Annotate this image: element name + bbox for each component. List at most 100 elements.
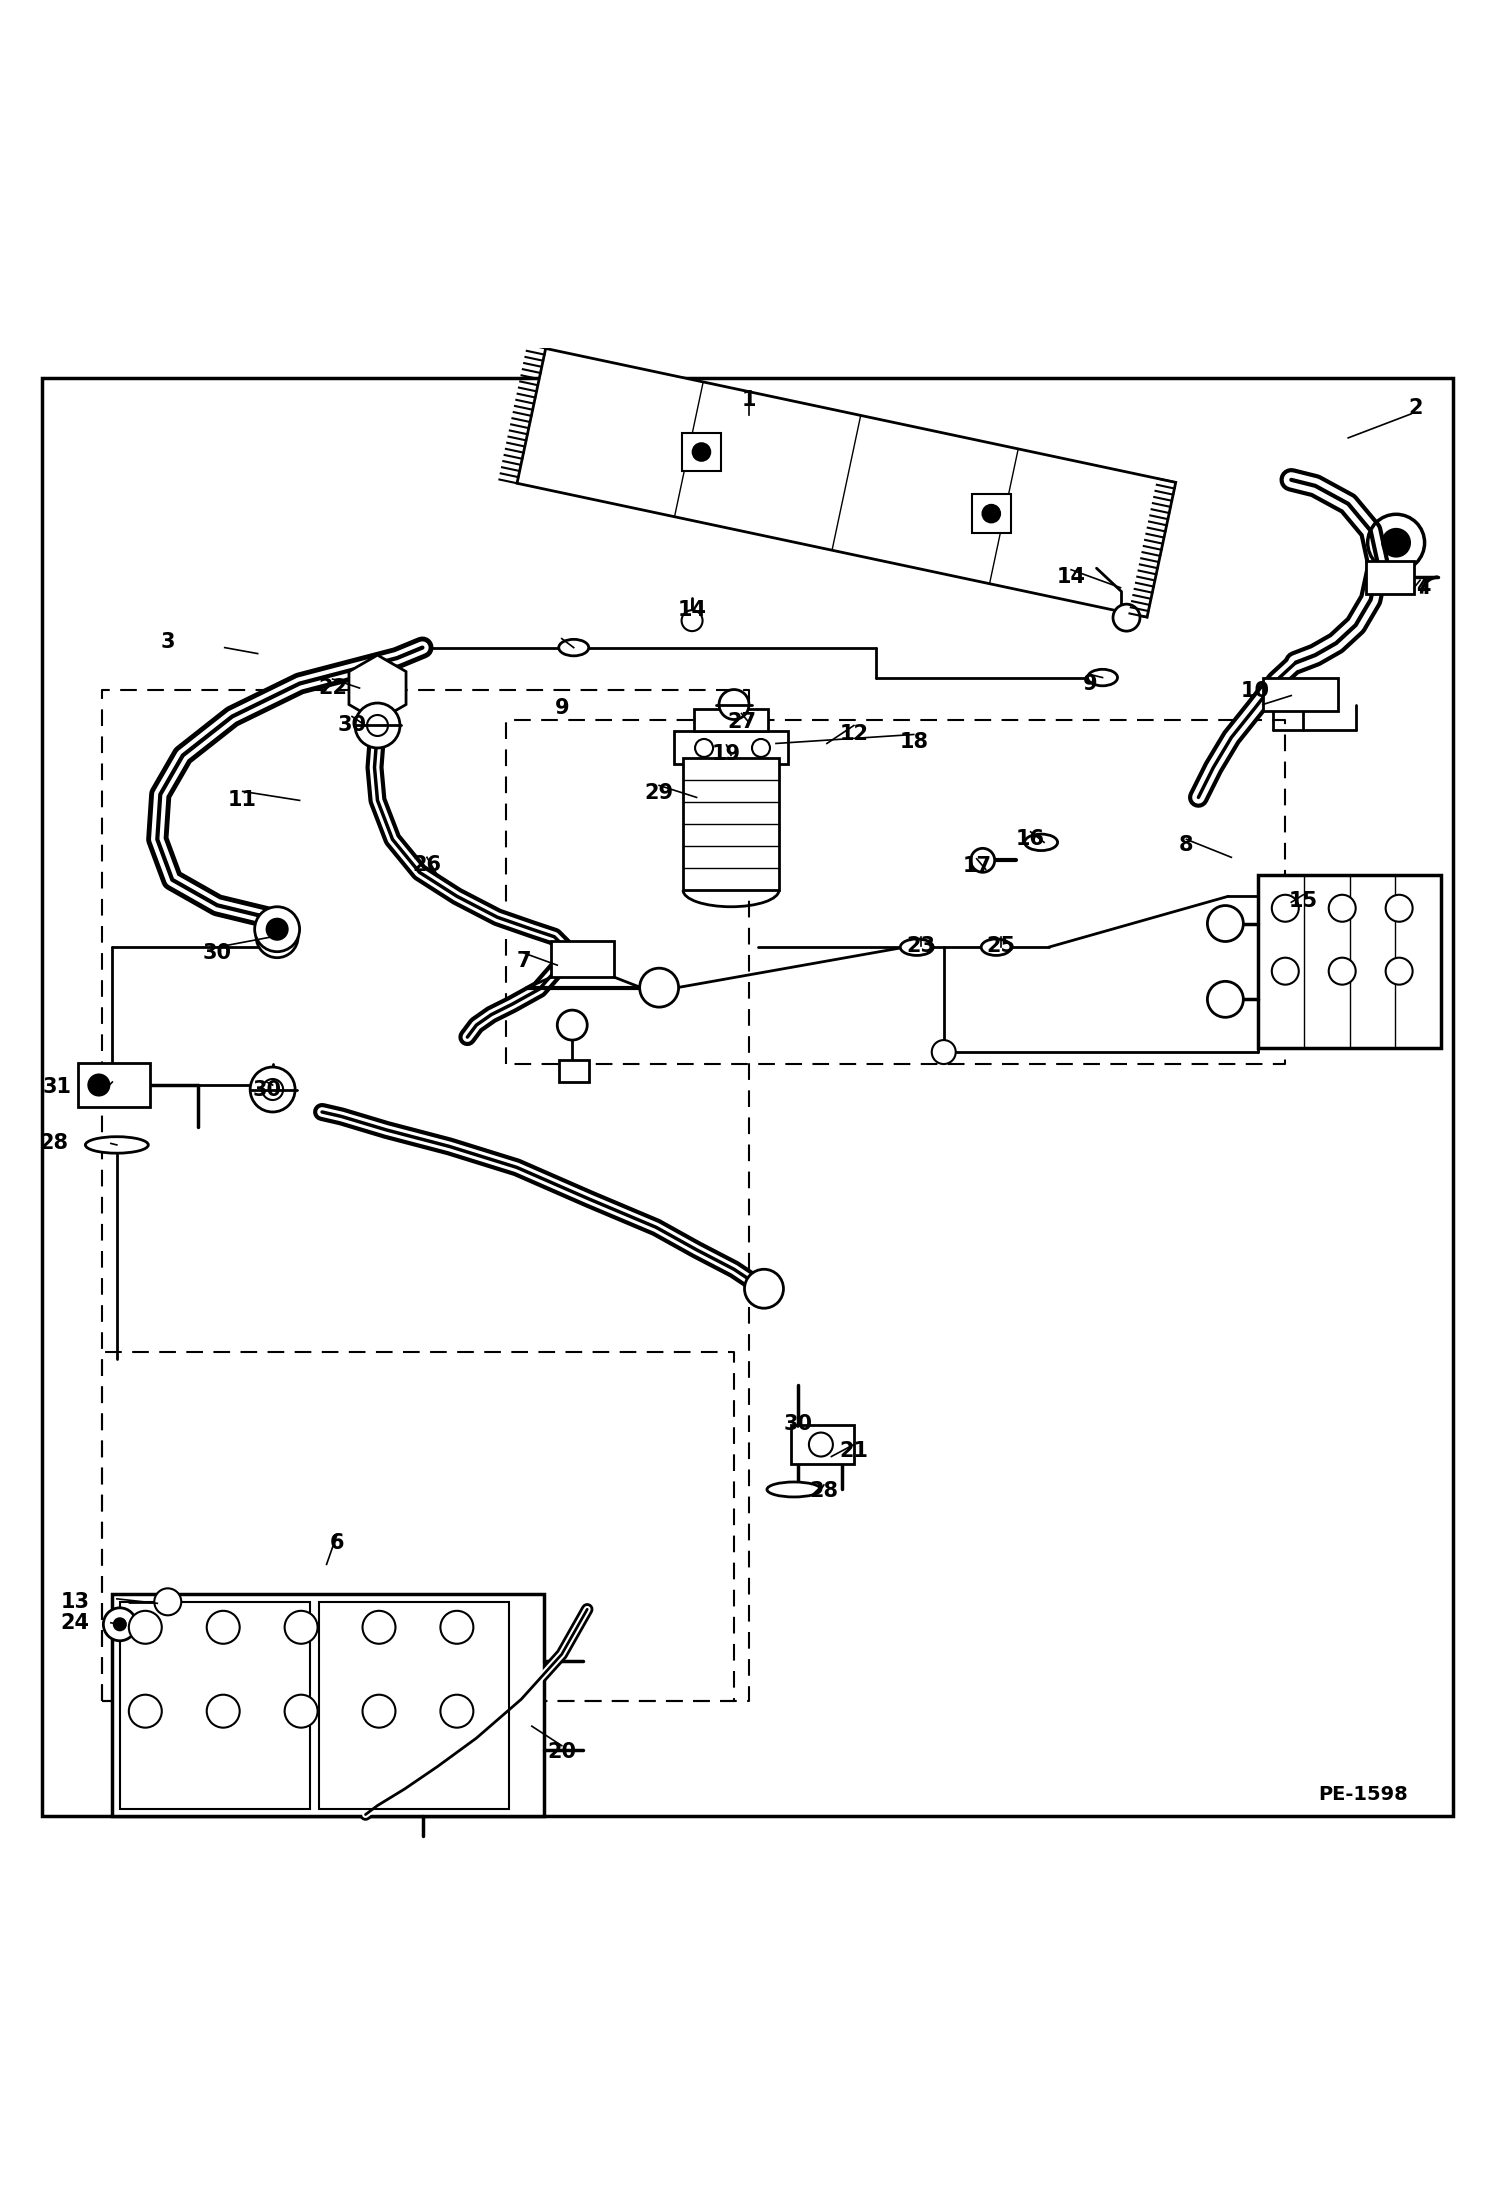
Ellipse shape — [85, 1136, 148, 1154]
Bar — [1263, 678, 1338, 711]
Circle shape — [250, 1066, 295, 1112]
Bar — [559, 1060, 589, 1082]
Circle shape — [103, 1608, 136, 1641]
Bar — [791, 1426, 854, 1463]
Bar — [120, 1602, 310, 1808]
Text: 7: 7 — [517, 950, 532, 970]
Circle shape — [1329, 895, 1356, 921]
Ellipse shape — [767, 1481, 821, 1496]
Text: 26: 26 — [412, 856, 442, 875]
Polygon shape — [517, 349, 1176, 617]
Circle shape — [692, 443, 710, 461]
Circle shape — [129, 1610, 162, 1643]
Circle shape — [440, 1694, 473, 1727]
Circle shape — [1207, 981, 1243, 1018]
Text: 3: 3 — [160, 632, 175, 652]
Circle shape — [255, 906, 300, 952]
Text: 25: 25 — [986, 935, 1016, 957]
Circle shape — [745, 1270, 783, 1308]
Bar — [683, 759, 779, 891]
Text: 10: 10 — [1240, 680, 1270, 702]
Circle shape — [557, 1009, 587, 1040]
Bar — [551, 941, 614, 976]
Circle shape — [367, 715, 388, 735]
Circle shape — [363, 1610, 395, 1643]
Text: 9: 9 — [554, 698, 569, 717]
Bar — [682, 432, 721, 472]
Ellipse shape — [1088, 669, 1118, 687]
Ellipse shape — [1025, 834, 1058, 851]
Circle shape — [88, 1075, 109, 1095]
Bar — [972, 494, 1011, 533]
Circle shape — [1272, 959, 1299, 985]
Circle shape — [752, 739, 770, 757]
Circle shape — [695, 739, 713, 757]
Text: 30: 30 — [252, 1079, 282, 1099]
Text: 28: 28 — [809, 1481, 839, 1501]
Circle shape — [682, 610, 703, 632]
Text: 19: 19 — [712, 744, 742, 764]
Text: 8: 8 — [1179, 836, 1194, 856]
Text: 17: 17 — [962, 856, 992, 875]
Text: 16: 16 — [1016, 829, 1046, 849]
Text: 27: 27 — [727, 713, 756, 733]
Text: 12: 12 — [839, 724, 869, 744]
Text: 20: 20 — [547, 1742, 577, 1762]
Text: 4: 4 — [1416, 577, 1431, 597]
Circle shape — [363, 1694, 395, 1727]
Circle shape — [983, 505, 1001, 522]
Ellipse shape — [559, 638, 589, 656]
Text: 5: 5 — [1393, 535, 1408, 555]
Text: 22: 22 — [318, 678, 348, 698]
Circle shape — [256, 915, 298, 959]
Circle shape — [114, 1619, 126, 1630]
Circle shape — [1329, 959, 1356, 985]
Circle shape — [932, 1040, 956, 1064]
Text: 2: 2 — [1408, 397, 1423, 417]
Circle shape — [355, 702, 400, 748]
Text: 30: 30 — [337, 715, 367, 735]
Bar — [78, 1062, 150, 1108]
Text: 14: 14 — [1056, 568, 1086, 588]
Circle shape — [440, 1610, 473, 1643]
Circle shape — [1207, 906, 1243, 941]
Bar — [1366, 562, 1414, 595]
Text: 9: 9 — [1083, 674, 1098, 693]
Text: 30: 30 — [783, 1413, 813, 1433]
Circle shape — [267, 919, 288, 939]
Text: 1: 1 — [742, 391, 756, 410]
Circle shape — [640, 968, 679, 1007]
Circle shape — [285, 1694, 318, 1727]
Text: 15: 15 — [1288, 891, 1318, 911]
Bar — [319, 1602, 509, 1808]
Ellipse shape — [900, 939, 933, 954]
Circle shape — [1113, 603, 1140, 632]
Circle shape — [285, 1610, 318, 1643]
Bar — [694, 709, 768, 731]
Circle shape — [1272, 895, 1299, 921]
Text: 18: 18 — [899, 733, 929, 753]
Circle shape — [1386, 959, 1413, 985]
Bar — [112, 1595, 544, 1817]
Text: 14: 14 — [677, 601, 707, 621]
Text: 24: 24 — [60, 1613, 90, 1632]
Circle shape — [719, 689, 749, 720]
Text: 21: 21 — [839, 1441, 869, 1461]
Text: 6: 6 — [330, 1534, 345, 1553]
Circle shape — [1386, 895, 1413, 921]
Circle shape — [971, 849, 995, 873]
Text: PE-1598: PE-1598 — [1318, 1786, 1408, 1803]
Text: 31: 31 — [42, 1077, 72, 1097]
Text: 11: 11 — [228, 790, 258, 810]
Text: 30: 30 — [202, 943, 232, 963]
Circle shape — [262, 1079, 283, 1099]
Text: 13: 13 — [60, 1593, 90, 1613]
Polygon shape — [349, 656, 406, 722]
Circle shape — [809, 1433, 833, 1457]
Circle shape — [207, 1610, 240, 1643]
Circle shape — [207, 1694, 240, 1727]
Text: 28: 28 — [39, 1134, 69, 1154]
Circle shape — [1383, 529, 1410, 557]
Bar — [1258, 875, 1441, 1047]
Circle shape — [154, 1588, 181, 1615]
